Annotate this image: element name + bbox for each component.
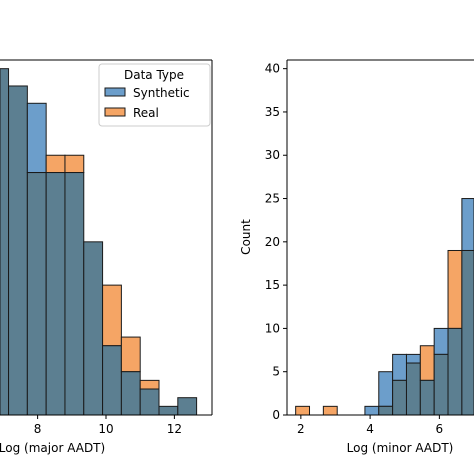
- left-bar-overlap-2: [26, 172, 47, 416]
- right-bar-overlap-8: [405, 362, 421, 416]
- left-bar-overlap-1: [8, 85, 28, 416]
- left-bar-real-8: [139, 379, 160, 390]
- right-bar-overlap-7: [392, 379, 407, 416]
- right-y-tick-label-4: 20: [265, 235, 280, 249]
- left-x-tick-label-0: 8: [34, 422, 42, 436]
- right-x-tick-label-1: 4: [366, 422, 374, 436]
- left-bar-overlap-5: [83, 241, 104, 416]
- left-bar-real-7: [120, 336, 141, 373]
- left-bar-overlap-3: [45, 172, 66, 416]
- right-y-tick-label-2: 10: [265, 321, 280, 335]
- right-x-tick-label-0: 2: [297, 422, 305, 436]
- right-y-axis-label: Count: [239, 219, 253, 255]
- right-bar-synthetic-7: [392, 353, 407, 381]
- left-x-axis-label: Log (major AADT): [0, 441, 105, 455]
- right-bar-overlap-6: [378, 405, 394, 416]
- right-x-ticks: 2 4 6: [297, 415, 443, 436]
- right-y-tick-label-0: 0: [272, 408, 280, 422]
- right-bar-overlap-12: [461, 249, 474, 416]
- left-bar-real-3: [45, 154, 66, 174]
- legend: Data Type Synthetic Real: [98, 63, 211, 127]
- left-histogram-panel: 8 10 12 Log (major AADT) Data Type Synthet…: [0, 59, 213, 455]
- right-histogram-bars: [295, 198, 474, 416]
- right-bar-real-11: [447, 249, 463, 329]
- right-bar-overlap-11: [447, 327, 463, 416]
- right-y-tick-label-5: 25: [265, 192, 280, 206]
- right-bar-real-2: [322, 405, 338, 416]
- left-bar-real-4: [64, 154, 85, 174]
- left-bar-overlap-10: [177, 397, 198, 416]
- right-y-tick-label-3: 15: [265, 278, 280, 292]
- right-histogram-panel: 2 4 6 0 5 10 15 20 25 30 35 40 Log (minor AADT) Co…: [239, 59, 474, 455]
- left-bar-real-6: [102, 284, 122, 347]
- legend-label-real: Real: [133, 106, 159, 120]
- right-bar-overlap-10: [433, 353, 449, 416]
- left-bar-synthetic-2: [26, 102, 47, 174]
- legend-title: Data Type: [124, 68, 184, 82]
- right-x-tick-label-2: 6: [436, 422, 444, 436]
- left-bar-overlap-8: [139, 388, 160, 416]
- right-bar-synthetic-10: [433, 327, 449, 355]
- right-y-tick-label-1: 5: [272, 365, 280, 379]
- left-x-ticks: 8 10 12: [34, 415, 182, 436]
- legend-frame: [98, 63, 211, 127]
- left-bar-overlap-7: [120, 371, 141, 416]
- legend-swatch-synthetic: [104, 87, 126, 97]
- right-y-tick-label-6: 30: [265, 148, 280, 162]
- right-y-tick-label-7: 35: [265, 105, 280, 119]
- left-bar-overlap-0: [0, 68, 10, 416]
- left-x-tick-label-1: 10: [98, 422, 113, 436]
- right-bar-synthetic-6: [378, 371, 394, 407]
- left-histogram-bars: [0, 68, 198, 416]
- right-bar-synthetic-12: [461, 198, 474, 251]
- left-bar-overlap-9: [158, 405, 179, 416]
- left-bar-overlap-4: [64, 172, 85, 416]
- right-y-tick-label-8: 40: [265, 62, 280, 76]
- legend-label-synthetic: Synthetic: [133, 86, 190, 100]
- right-bar-synthetic-8: [405, 353, 421, 364]
- right-bar-overlap-9: [419, 379, 435, 416]
- right-x-axis-label: Log (minor AADT): [347, 441, 454, 455]
- left-x-tick-label-2: 12: [167, 422, 182, 436]
- right-y-ticks: 0 5 10 15 20 25 30 35 40: [265, 62, 287, 422]
- right-bar-real-9: [419, 345, 435, 381]
- left-bar-overlap-6: [102, 345, 122, 416]
- right-bar-real-0: [295, 405, 311, 416]
- legend-swatch-real: [104, 107, 126, 117]
- right-bar-synthetic-5: [364, 405, 380, 416]
